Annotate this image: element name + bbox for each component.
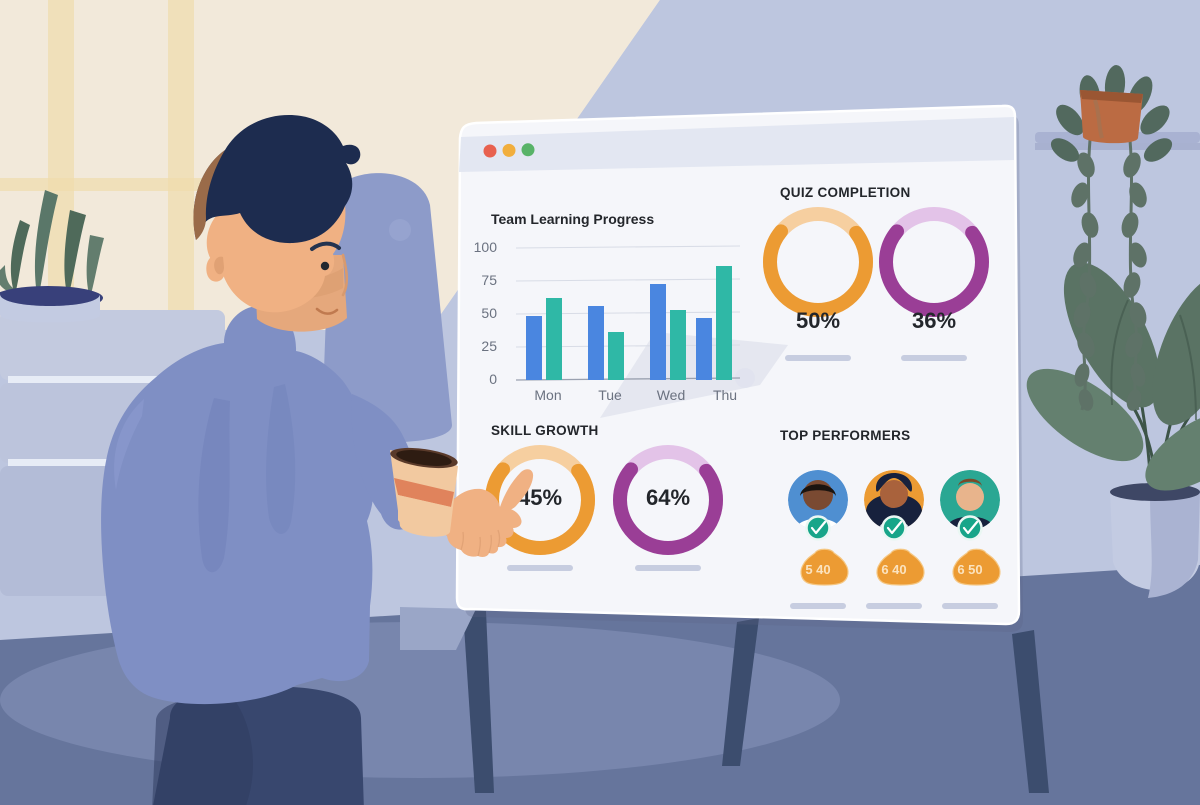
svg-text:Mon: Mon [534,387,561,403]
svg-text:50%: 50% [796,308,840,333]
svg-text:Thu: Thu [713,387,737,403]
svg-text:50: 50 [481,305,497,321]
svg-text:64%: 64% [646,485,690,510]
svg-text:QUIZ COMPLETION: QUIZ COMPLETION [780,185,911,200]
svg-text:6 50: 6 50 [957,562,982,577]
svg-text:25: 25 [481,338,497,354]
svg-text:Tue: Tue [598,387,622,403]
svg-text:75: 75 [481,272,497,288]
svg-text:5 40: 5 40 [805,562,830,577]
svg-text:6 40: 6 40 [881,562,906,577]
svg-text:SKILL GROWTH: SKILL GROWTH [491,423,599,438]
svg-text:0: 0 [489,371,497,387]
svg-text:Team Learning Progress: Team Learning Progress [491,211,654,227]
svg-text:Wed: Wed [657,387,686,403]
svg-text:TOP PERFORMERS: TOP PERFORMERS [780,428,910,443]
svg-text:100: 100 [474,239,498,255]
svg-text:36%: 36% [912,308,956,333]
